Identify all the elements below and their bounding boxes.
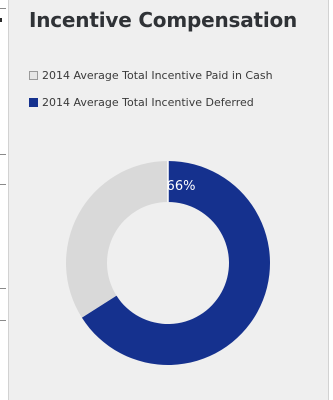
donut-slice-cash: [66, 161, 168, 318]
legend-swatch-cash: [29, 70, 38, 80]
left-edge-mark: [0, 320, 6, 321]
legend-item-deferred: 2014 Average Total Incentive Deferred: [29, 95, 273, 109]
legend-label-deferred: 2014 Average Total Incentive Deferred: [42, 95, 254, 109]
left-edge-mark: [0, 184, 6, 185]
slice-label-deferred: 66%: [167, 179, 196, 194]
left-edge-mark: [0, 288, 6, 289]
donut-slices: [66, 161, 270, 366]
donut-slice-deferred: [81, 161, 270, 366]
left-edge-mark: [0, 8, 6, 9]
legend-swatch-deferred: [29, 97, 38, 107]
legend-item-cash: 2014 Average Total Incentive Paid in Cas…: [29, 68, 273, 82]
left-edge-mark: [0, 154, 6, 155]
chart-title: Incentive Compensation: [29, 8, 298, 32]
legend-label-cash: 2014 Average Total Incentive Paid in Cas…: [42, 68, 273, 82]
left-edge-tick: [0, 18, 2, 22]
chart-legend: 2014 Average Total Incentive Paid in Cas…: [29, 68, 273, 122]
